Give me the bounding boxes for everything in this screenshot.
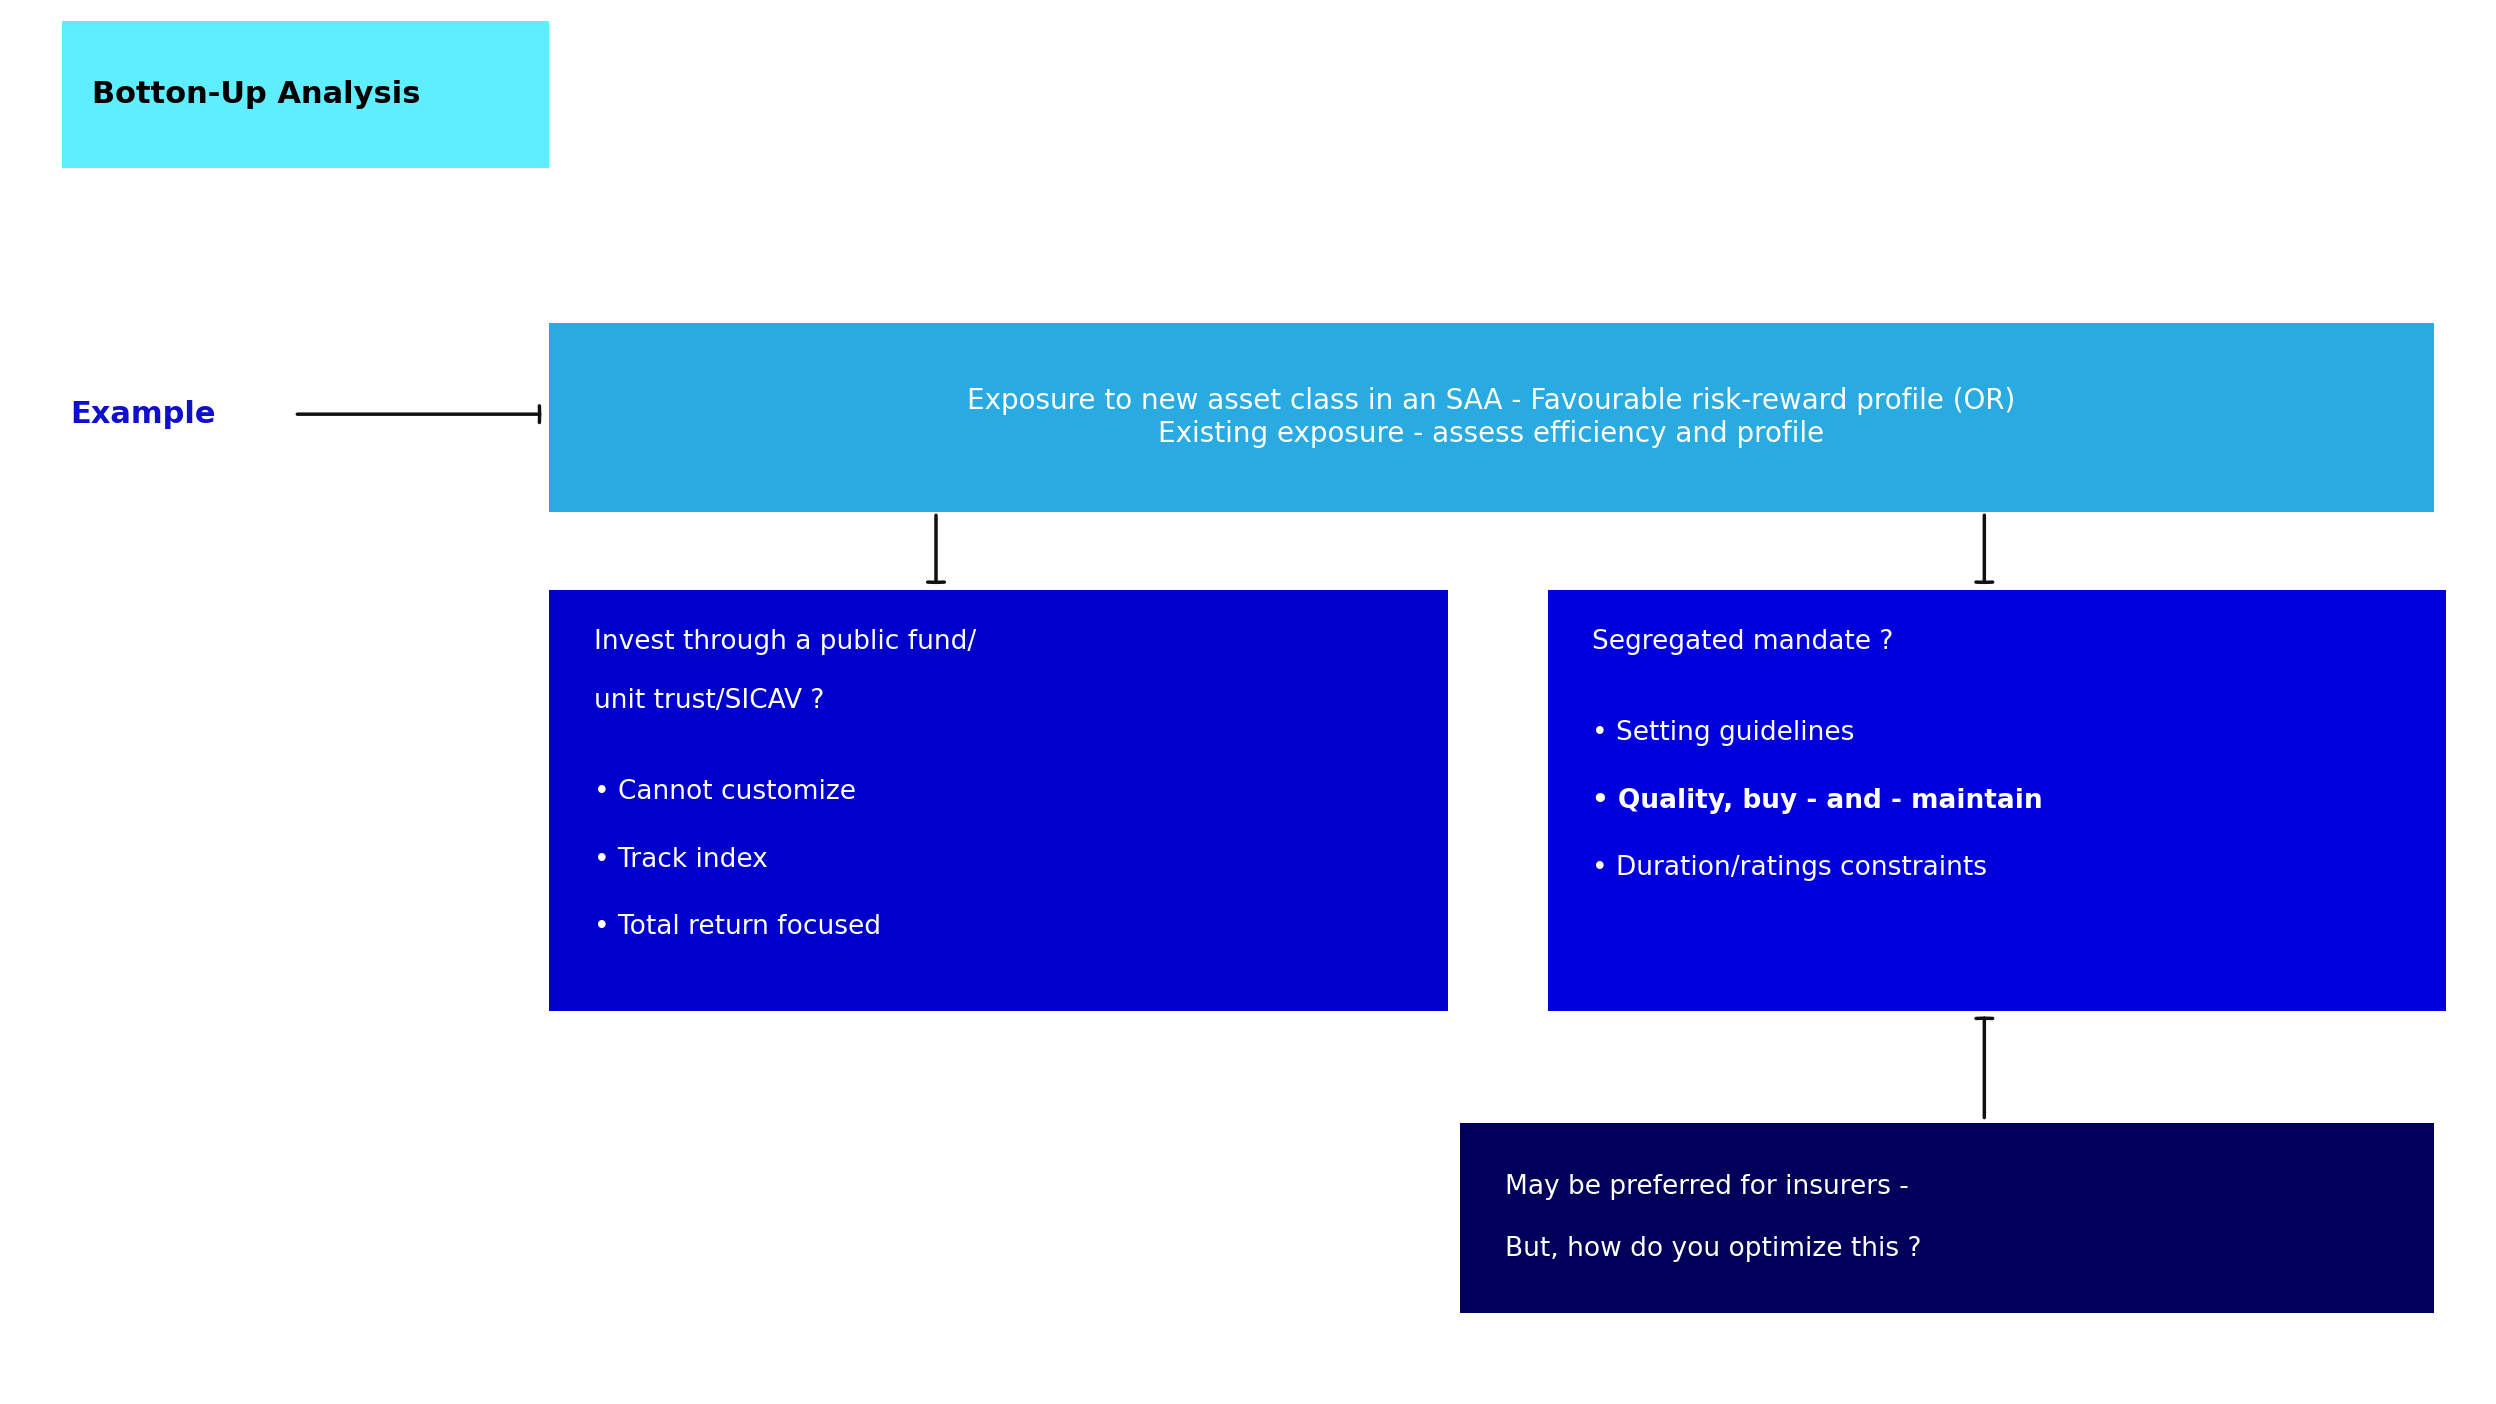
Text: May be preferred for insurers -: May be preferred for insurers - <box>1505 1174 1909 1200</box>
FancyBboxPatch shape <box>1460 1123 2434 1313</box>
Text: Segregated mandate ?: Segregated mandate ? <box>1592 629 1894 656</box>
Text: • Setting guidelines: • Setting guidelines <box>1592 720 1855 747</box>
Text: • Total return focused: • Total return focused <box>594 914 881 941</box>
FancyBboxPatch shape <box>1548 590 2446 1011</box>
Text: But, how do you optimize this ?: But, how do you optimize this ? <box>1505 1236 1922 1262</box>
Text: unit trust/SICAV ?: unit trust/SICAV ? <box>594 688 824 715</box>
FancyBboxPatch shape <box>62 21 549 168</box>
Text: • Cannot customize: • Cannot customize <box>594 779 856 806</box>
Text: Example: Example <box>70 400 215 428</box>
Text: Invest through a public fund/: Invest through a public fund/ <box>594 629 976 656</box>
Text: • Quality, buy - and - maintain: • Quality, buy - and - maintain <box>1592 788 2044 814</box>
Text: Exposure to new asset class in an SAA - Favourable risk-reward profile (OR)
Exis: Exposure to new asset class in an SAA - … <box>968 388 2014 448</box>
FancyBboxPatch shape <box>549 590 1448 1011</box>
Text: Botton-Up Analysis: Botton-Up Analysis <box>92 80 422 110</box>
FancyBboxPatch shape <box>549 323 2434 512</box>
Text: • Duration/ratings constraints: • Duration/ratings constraints <box>1592 855 1987 882</box>
Text: • Track index: • Track index <box>594 847 769 873</box>
